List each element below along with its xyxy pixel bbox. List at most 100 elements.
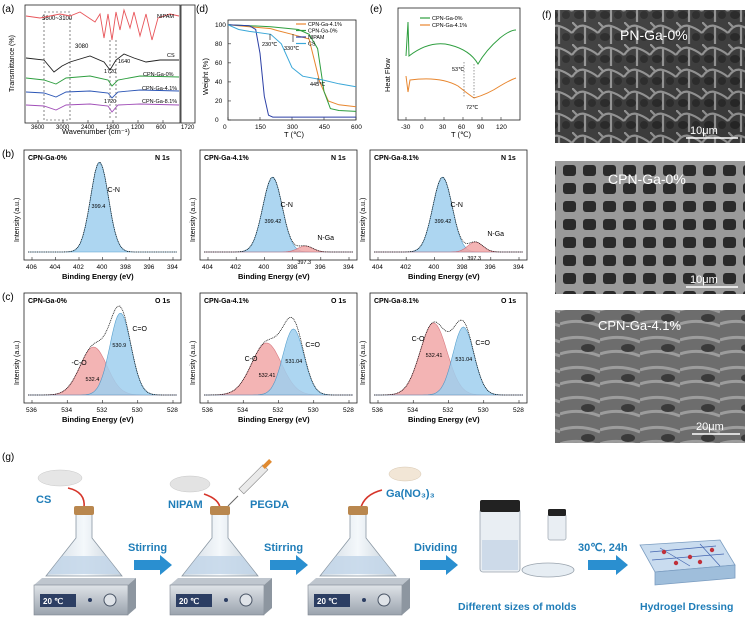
- cs-powder: [37, 469, 83, 487]
- temp-display-text: 20 ℃: [179, 597, 199, 606]
- ftir-frame: [24, 4, 181, 124]
- tga-ytick-label: 60: [215, 60, 223, 67]
- xps-peak-label: C-O: [245, 356, 258, 363]
- tga-series-1: [227, 24, 357, 112]
- xps-peak-value: 397.3: [467, 256, 481, 262]
- xps-peak-1: [204, 245, 353, 253]
- xps-sample: CPN-Ga-0%: [28, 155, 68, 162]
- xps-frame: [199, 149, 358, 261]
- ftir-panel: Transmittance (%) Wavenumber (cm⁻¹) 3600…: [9, 4, 196, 136]
- ftir-annot-1720-b: 1720: [104, 99, 116, 105]
- ftir-inset-frame: [180, 4, 196, 124]
- xps-xtick-label: 394: [513, 264, 524, 271]
- ftir-inset-tick: 1720: [181, 125, 195, 131]
- xps-xtick-label: 394: [167, 264, 178, 271]
- stirrer-button[interactable]: [88, 598, 92, 602]
- xps-xtick-label: 532: [443, 407, 454, 414]
- xps-element: O 1s: [155, 298, 170, 305]
- ftir-annot-1720: 1720: [104, 69, 116, 75]
- xps-panels: CPN-Ga-0% N 1s Intensity (a.u.) Binding Ene…: [14, 149, 528, 424]
- panel-label-b: (b): [2, 149, 14, 160]
- xps-peak-value: 532.41: [426, 353, 443, 359]
- ftir-curves: [25, 8, 180, 113]
- xps-xtick-label: 398: [120, 264, 131, 271]
- xps-peak-value: 397.3: [297, 260, 311, 266]
- temp-display: [314, 594, 350, 607]
- flask-stopper: [348, 506, 368, 515]
- sem-image-1: PN-Ga-0% 10μm: [555, 10, 745, 143]
- xps-ylabel: Intensity (a.u.): [190, 198, 197, 242]
- ftir-curve-3: [25, 89, 180, 99]
- dsc-ylabel: Heat Flow: [383, 58, 392, 92]
- xps-xtick-label: 534: [237, 407, 248, 414]
- tga-series-0: [227, 24, 357, 108]
- xps-xtick-label: 402: [73, 264, 84, 271]
- xps-peak-value: 531.04: [455, 357, 472, 363]
- stirrer-top: [170, 578, 272, 585]
- ftir-xlabel: Wavenumber (cm⁻¹): [62, 127, 130, 136]
- stirrer-knob[interactable]: [103, 593, 117, 607]
- flasks: 20 ℃ 20 ℃ 20 ℃: [33, 506, 410, 616]
- xps-xtick-label: 528: [513, 407, 524, 414]
- stirrer-knob[interactable]: [377, 593, 391, 607]
- xps-xlabel: Binding Energy (eV): [408, 415, 480, 424]
- xps-xtick-label: 534: [407, 407, 418, 414]
- xps-xtick-label: 402: [400, 264, 411, 271]
- xps-peak-label: N-Ga: [317, 235, 334, 242]
- xps-xlabel: Binding Energy (eV): [62, 272, 134, 281]
- reagent-ga: Ga(NO₃)₃: [386, 488, 435, 500]
- panel-label-f: (f): [542, 10, 551, 21]
- sem-title-3: CPN-Ga-4.1%: [598, 318, 682, 333]
- ftir-annot-3080: 3080: [75, 44, 89, 50]
- mold-small: [547, 513, 567, 541]
- step-arrow-4: 30℃, 24h: [578, 542, 628, 575]
- tga-legend-1: CPN-Ga-0%: [308, 29, 338, 35]
- xps-ylabel: Intensity (a.u.): [14, 198, 21, 242]
- xps-peak-label: C-N: [108, 187, 120, 194]
- stirrer-knob[interactable]: [239, 593, 253, 607]
- stirrer-button[interactable]: [362, 598, 366, 602]
- panel-label-e: (e): [370, 4, 382, 15]
- xps-peak-1: [374, 326, 523, 396]
- xps-peak-1: [28, 312, 177, 396]
- step-arrow-2: Stirring: [264, 542, 308, 575]
- ftir-xticks: 3600 3000 2400 1800 1200 600: [31, 120, 167, 131]
- dsc-xtick-label: 90: [477, 124, 485, 131]
- xps-peak-label: C-O: [412, 336, 425, 343]
- ftir-xtick-label: 2400: [81, 125, 95, 131]
- step-arrow-1: Stirring: [128, 542, 172, 575]
- tga-legend-3: CS: [308, 42, 316, 48]
- ftir-legend-81: CPN-Ga-8.1%: [142, 99, 177, 105]
- ftir-curve-2: [25, 75, 180, 87]
- xps-element: O 1s: [501, 298, 516, 305]
- xps-ylabel: Intensity (a.u.): [360, 341, 367, 385]
- tga-ytick-label: 80: [215, 41, 223, 48]
- xps-xlabel: Binding Energy (eV): [238, 415, 310, 424]
- ftir-annot-1640: 1640: [118, 59, 130, 65]
- flask-stopper: [210, 506, 230, 515]
- tga-legend-0: CPN-Ga-4.1%: [308, 22, 342, 28]
- stirrer-button[interactable]: [224, 598, 228, 602]
- tga-series-3: [227, 24, 357, 88]
- step-3-label: Dividing: [414, 542, 457, 554]
- xps-n1s-1: CPN-Ga-4.1% N 1s Intensity (a.u.) Binding E…: [190, 149, 358, 281]
- temp-display-text: 20 ℃: [43, 597, 63, 606]
- molds-label: Different sizes of molds: [458, 601, 577, 613]
- xps-ylabel: Intensity (a.u.): [190, 341, 197, 385]
- stirrer-side: [402, 578, 410, 615]
- dsc-legend-0: CPN-Ga-0%: [432, 16, 463, 22]
- tga-ytick-label: 100: [215, 22, 226, 29]
- xps-peak-label: C=O: [132, 326, 147, 333]
- scheme-panel: CS NIPAM PEGDA Ga(NO₃)₃ 20 ℃ 20 ℃ 20 ℃ Sti…: [33, 459, 736, 616]
- ga-powder: [388, 466, 422, 482]
- ftir-legend-nipam: NIPAM: [157, 14, 174, 20]
- xps-sample: CPN-Ga-4.1%: [204, 155, 250, 162]
- sem-panel: PN-Ga-0% 10μm CPN-Ga-0% 10μm CPN-Ga-4.1%…: [555, 10, 745, 443]
- xps-peak-value: 399.42: [265, 219, 282, 225]
- sem-scale-1: 10μm: [690, 125, 718, 137]
- xps-frame: [369, 149, 528, 261]
- xps-peak-label: -C-O: [72, 360, 88, 367]
- dsc-xtick-label: 60: [458, 124, 466, 131]
- xps-n1s-2: CPN-Ga-8.1% N 1s Intensity (a.u.) Binding E…: [360, 149, 528, 281]
